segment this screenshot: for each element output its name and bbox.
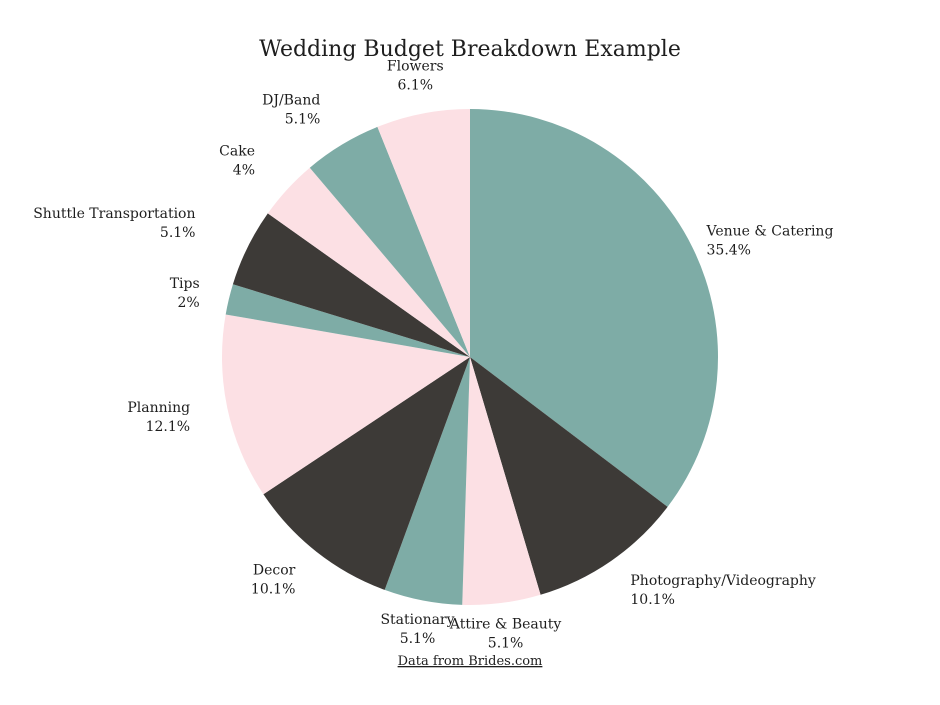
- slice-value-label: 6.1%: [398, 77, 434, 93]
- slice-value-label: 35.4%: [707, 243, 751, 259]
- slice-value-label: 12.1%: [146, 419, 190, 435]
- pie-slice: [377, 108, 470, 357]
- slice-label: Cake: [219, 143, 255, 159]
- slice-label: Venue & Catering: [706, 224, 834, 240]
- slice-label: Flowers: [387, 58, 444, 74]
- slice-value-label: 5.1%: [488, 636, 524, 652]
- slice-value-label: 4%: [233, 162, 255, 178]
- slice-label: Stationary: [380, 612, 454, 628]
- source-link[interactable]: Data from Brides.com: [398, 654, 543, 669]
- pie-slice: [267, 167, 470, 357]
- pie-slice: [470, 357, 668, 595]
- slice-label: DJ/Band: [262, 93, 320, 109]
- slice-label: Planning: [127, 400, 190, 416]
- pie-slice: [462, 357, 541, 606]
- slice-value-label: 2%: [177, 295, 199, 311]
- pie-slice: [384, 357, 470, 605]
- slice-label: Shuttle Transportation: [33, 206, 195, 222]
- slice-label: Decor: [253, 562, 296, 578]
- slice-value-label: 5.1%: [285, 112, 321, 128]
- pie-slice: [309, 126, 470, 357]
- slice-label: Photography/Videography: [630, 573, 816, 589]
- pie-labels: Venue & Catering 35.4% Photography/Videogr…: [33, 58, 833, 651]
- slice-value-label: 10.1%: [630, 592, 674, 608]
- pie-slice: [225, 284, 470, 357]
- slice-value-label: 5.1%: [400, 631, 436, 647]
- slice-label: Tips: [170, 276, 200, 292]
- pie-slice: [232, 213, 470, 357]
- slice-value-label: 5.1%: [160, 225, 196, 241]
- pie-slice: [470, 109, 719, 507]
- pie-slice: [263, 357, 470, 590]
- chart-title: Wedding Budget Breakdown Example: [259, 37, 681, 62]
- pie-slices: [222, 108, 719, 606]
- pie-slice: [222, 314, 470, 495]
- slice-value-label: 10.1%: [251, 581, 295, 597]
- slice-label: Attire & Beauty: [449, 617, 561, 633]
